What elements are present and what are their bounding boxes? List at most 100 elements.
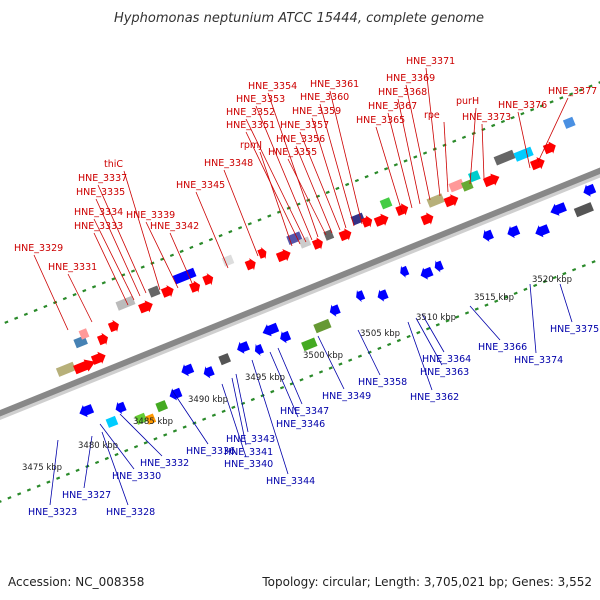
leader-line — [267, 92, 319, 238]
gene-label-top: HNE_3357 — [280, 120, 329, 131]
tick-mark — [520, 112, 525, 116]
tick-mark — [208, 237, 213, 242]
tick-mark — [104, 456, 109, 461]
figure-title: Hyphomonas neptunium ATCC 15444, complet… — [114, 11, 484, 26]
tick-mark — [237, 226, 243, 230]
tick-mark — [542, 279, 547, 284]
leader-line — [517, 111, 531, 169]
gene-arrow — [361, 215, 373, 228]
tick-mark — [62, 296, 67, 301]
tick-mark — [318, 370, 324, 374]
tick-mark — [510, 115, 515, 120]
gene-arrow — [443, 194, 459, 208]
leader-line — [49, 439, 59, 506]
accession-text: Accession: NC_008358 — [8, 575, 144, 589]
tick-mark — [357, 354, 363, 358]
leader-line — [99, 423, 135, 470]
leader-line — [119, 413, 163, 457]
tick-mark — [422, 151, 428, 155]
leader-line — [405, 84, 431, 201]
gene-box — [221, 254, 235, 267]
leader-line — [33, 254, 69, 331]
tick-mark — [452, 139, 457, 143]
tick-mark — [199, 241, 204, 246]
tick-mark — [189, 245, 194, 250]
gene-label-top: HNE_3337 — [78, 173, 127, 184]
tick-mark — [364, 174, 369, 179]
gene-label-top: HNE_3371 — [406, 56, 455, 67]
gene-label-top: HNE_3348 — [204, 158, 253, 169]
gene-label-bottom: HNE_3349 — [322, 391, 371, 402]
gene-box — [313, 318, 332, 334]
gene-arrow — [244, 258, 256, 271]
tick-mark — [17, 492, 22, 496]
gene-arrow — [181, 363, 195, 377]
tick-mark — [345, 182, 350, 187]
tick-mark — [218, 233, 223, 238]
gene-label-bottom: HNE_3347 — [280, 406, 329, 417]
leader-line — [67, 273, 93, 323]
gene-label-top: HNE_3345 — [176, 180, 225, 191]
leader-line — [317, 335, 345, 390]
gene-label-bottom: HNE_3340 — [224, 459, 273, 470]
gene-label-top: HNE_3334 — [74, 207, 123, 218]
tick-mark — [588, 84, 593, 88]
gene-arrow — [373, 213, 389, 227]
tick-mark — [228, 230, 233, 234]
tick-mark — [461, 135, 467, 139]
gene-label-bottom: HNE_3346 — [276, 419, 325, 430]
gene-arrow — [189, 280, 201, 293]
tick-mark — [26, 488, 32, 492]
tick-mark — [403, 159, 408, 163]
tick-mark — [539, 104, 544, 108]
gene-labels: 3475 kbp 3480 kbp 3485 kbp 3490 kbp 3495 kbp… — [14, 56, 599, 518]
gene-label-top: HNE_3361 — [310, 79, 359, 90]
tick-mark — [328, 366, 333, 370]
tick-mark — [578, 88, 583, 92]
tick-mark — [172, 429, 178, 433]
gene-label-bottom: HNE_3323 — [28, 507, 77, 518]
gene-label-top: HNE_3335 — [76, 187, 125, 198]
topology-text: Topology: circular; Length: 3,705,021 bp… — [261, 575, 592, 589]
tick-mark — [270, 389, 275, 394]
gene-label-top: HNE_3373 — [462, 112, 511, 123]
gene-arrow — [329, 304, 341, 317]
tick-mark — [377, 346, 382, 351]
gene-arrow — [79, 404, 95, 418]
tick-mark — [260, 393, 265, 398]
tick-mark — [153, 437, 158, 441]
leader-line — [529, 283, 537, 354]
tick-mark — [435, 323, 440, 327]
tick-mark — [82, 289, 87, 293]
tick-mark — [7, 496, 12, 500]
gene-box — [155, 400, 168, 413]
gene-label-bottom: HNE_3374 — [514, 355, 563, 366]
tick-mark — [143, 441, 148, 445]
gene-label-bottom: HNE_3327 — [62, 490, 111, 501]
tick-mark — [309, 374, 314, 378]
tick-mark — [133, 445, 139, 449]
gene-label-bottom: HNE_3366 — [478, 342, 527, 353]
gene-box — [448, 178, 465, 193]
genome-backbone — [0, 167, 600, 421]
gene-box — [493, 149, 516, 166]
gene-label-top: HNE_3353 — [236, 94, 285, 105]
tick-mark — [0, 500, 2, 503]
gene-arrow — [550, 202, 567, 216]
gene-arrow — [507, 225, 521, 239]
tick-mark — [101, 281, 106, 285]
tick-mark — [160, 257, 165, 261]
leader-line — [319, 103, 355, 227]
tick-mark — [530, 108, 535, 112]
leader-line — [469, 305, 501, 341]
gene-arrow — [482, 173, 500, 188]
leader-line — [443, 121, 449, 193]
kbp-label: 3520 kbp — [532, 275, 572, 285]
tick-mark — [491, 123, 496, 128]
gene-arrow — [420, 212, 434, 226]
leader-line — [145, 221, 179, 289]
leader-line — [169, 232, 193, 284]
leader-line — [415, 317, 443, 366]
gene-label-bottom: HNE_3330 — [112, 471, 161, 482]
gene-box — [172, 267, 197, 285]
